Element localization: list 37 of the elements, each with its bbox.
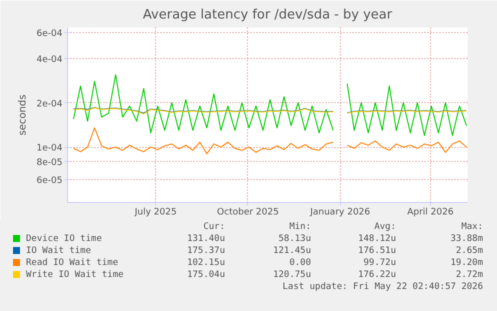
text: 19.20m (450, 257, 483, 269)
text: Cur: (203, 221, 225, 233)
text: 102.15u (187, 257, 225, 269)
y-tick-label: 2e-04 (36, 99, 63, 110)
x-tick-label: January 2026 (309, 208, 370, 218)
legend-label: Device IO time (26, 233, 102, 245)
x-tick-label: April 2026 (407, 208, 454, 218)
y-axis-title: seconds (18, 94, 29, 136)
text: 120.75u (273, 269, 311, 281)
text: 0.00 (289, 257, 311, 269)
text: Last update: Fri May 22 02:40:57 2026 (282, 281, 483, 293)
legend-label: Read IO Wait time (26, 257, 118, 269)
text: 58.13u (278, 233, 311, 245)
text: 131.40u (187, 233, 225, 245)
text: 175.04u (187, 269, 225, 281)
text: 121.45u (273, 245, 311, 257)
text: 176.22u (358, 269, 396, 281)
x-tick-label: October 2025 (217, 208, 279, 218)
text: 175.37u (187, 245, 225, 257)
y-tick-label: 6e-05 (36, 176, 63, 186)
legend-label: Write IO Wait time (26, 269, 124, 281)
legend-label: IO Wait time (26, 245, 92, 257)
text: 33.88m (450, 233, 483, 245)
chart-title: Average latency for /dev/sda - by year (142, 8, 393, 22)
text: Max: (461, 221, 483, 233)
text: 2.72m (456, 269, 483, 281)
y-tick-label: 4e-04 (36, 55, 63, 66)
y-tick-label: 6e-04 (36, 29, 63, 40)
text: Avg: (374, 221, 396, 233)
x-tick-label: July 2025 (134, 208, 177, 218)
text: 148.12u (358, 233, 396, 245)
text: Min: (289, 221, 311, 233)
text: 176.51u (358, 245, 396, 257)
y-tick-label: 1e-04 (36, 144, 63, 154)
text: 2.65m (456, 245, 483, 257)
y-tick-label: 8e-05 (36, 158, 63, 168)
text: 99.72u (363, 257, 396, 269)
